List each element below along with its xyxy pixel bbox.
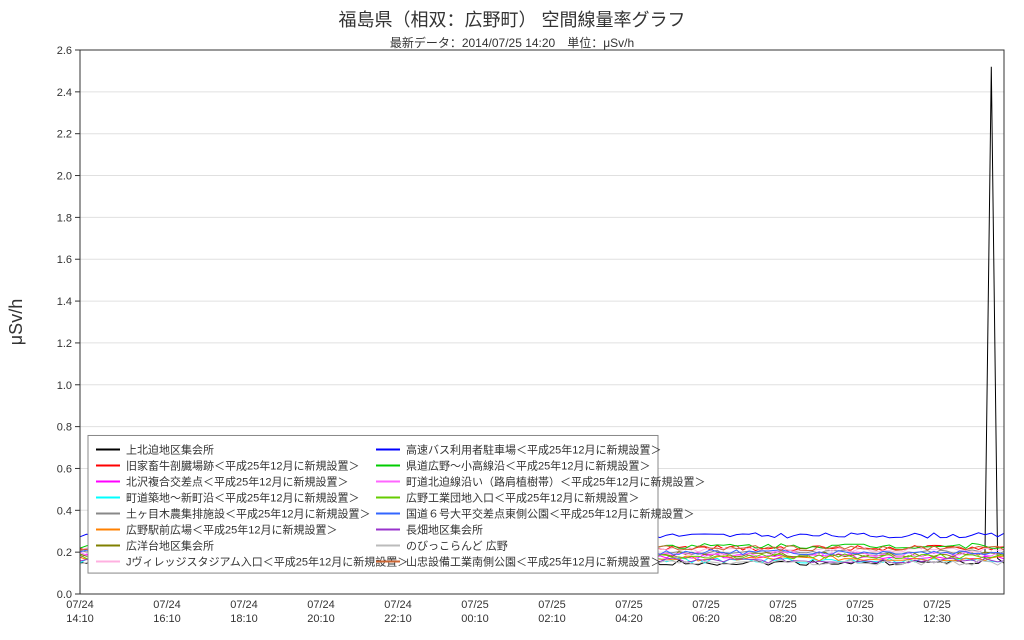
- legend-label: 広洋台地区集会所: [126, 538, 214, 552]
- y-tick-label: 2.4: [57, 87, 72, 99]
- x-tick-label-time: 00:10: [461, 613, 489, 625]
- x-tick-label-time: 06:20: [692, 613, 720, 625]
- x-tick-label-date: 07/25: [769, 599, 797, 611]
- x-tick-label-date: 07/25: [692, 599, 720, 611]
- legend-label: 長畑地区集会所: [406, 522, 483, 536]
- legend: 上北迫地区集会所旧家畜牛剖臓場跡＜平成25年12月に新規設置＞ 北沢複合交差点＜平…: [88, 435, 705, 573]
- x-tick-label-time: 12:30: [923, 613, 951, 625]
- x-tick-label-date: 07/24: [384, 599, 412, 611]
- legend-label: 町道築地～新町沿＜平成25年12月に新規設置＞: [126, 490, 359, 504]
- x-tick-label-time: 10:30: [846, 613, 874, 625]
- y-tick-label: 1.0: [57, 380, 72, 392]
- y-tick-label: 0.4: [57, 505, 72, 517]
- x-tick-label-time: 20:10: [307, 613, 335, 625]
- y-tick-label: 2.6: [57, 45, 72, 57]
- y-tick-label: 0.8: [57, 422, 72, 434]
- x-tick-label-time: 08:20: [769, 613, 797, 625]
- legend-label: 町道北迫線沿い（路肩植樹帯）＜平成25年12月に新規設置＞: [406, 474, 705, 488]
- x-tick-label-time: 14:10: [66, 613, 94, 625]
- x-tick-label-date: 07/24: [307, 599, 335, 611]
- x-tick-label-time: 16:10: [153, 613, 181, 625]
- legend-label: 国道６号大平交差点東側公園＜平成25年12月に新規設置＞: [406, 506, 694, 520]
- legend-label: 北沢複合交差点＜平成25年12月に新規設置＞: [126, 474, 348, 488]
- x-tick-label-date: 07/24: [66, 599, 94, 611]
- legend-label: 上北迫地区集会所: [126, 442, 214, 456]
- x-tick-label-date: 07/25: [538, 599, 566, 611]
- legend-label: 山忠設備工業南側公園＜平成25年12月に新規設置＞: [406, 554, 661, 568]
- y-tick-label: 0.2: [57, 547, 72, 559]
- x-tick-label-date: 07/25: [461, 599, 489, 611]
- y-tick-label: 0.6: [57, 463, 72, 475]
- x-tick-label-time: 02:10: [538, 613, 566, 625]
- x-tick-label-time: 04:20: [615, 613, 643, 625]
- legend-label: 広野工業団地入口＜平成25年12月に新規設置＞: [406, 490, 639, 504]
- y-tick-label: 1.6: [57, 254, 72, 266]
- legend-label: Jヴィレッジスタジアム入口＜平成25年12月に新規設置＞: [126, 554, 408, 568]
- y-tick-label: 2.2: [57, 129, 72, 141]
- y-tick-label: 1.2: [57, 338, 72, 350]
- legend-label: 県道広野～小高線沿＜平成25年12月に新規設置＞: [406, 458, 650, 472]
- x-tick-label-date: 07/25: [846, 599, 874, 611]
- x-tick-label-date: 07/24: [230, 599, 258, 611]
- x-tick-label-date: 07/25: [923, 599, 951, 611]
- x-tick-label-time: 22:10: [384, 613, 412, 625]
- x-tick-label-date: 07/25: [615, 599, 643, 611]
- y-tick-label: 1.4: [57, 296, 72, 308]
- x-tick-label-date: 07/24: [153, 599, 181, 611]
- y-tick-label: 2.0: [57, 171, 72, 183]
- legend-label: 旧家畜牛剖臓場跡＜平成25年12月に新規設置＞: [126, 458, 359, 472]
- x-tick-label-time: 18:10: [230, 613, 258, 625]
- chart-svg: 0.00.20.40.60.81.01.21.41.61.82.02.22.42…: [0, 0, 1024, 640]
- legend-label: 広野駅前広場＜平成25年12月に新規設置＞: [126, 522, 337, 536]
- legend-label: のびっこらんど 広野: [406, 539, 508, 552]
- legend-label: 高速バス利用者駐車場＜平成25年12月に新規設置＞: [406, 442, 661, 456]
- y-axis-label: μSv/h: [6, 299, 26, 345]
- y-tick-label: 1.8: [57, 212, 72, 224]
- legend-label: 土ヶ目木農集排施設＜平成25年12月に新規設置＞: [126, 506, 370, 520]
